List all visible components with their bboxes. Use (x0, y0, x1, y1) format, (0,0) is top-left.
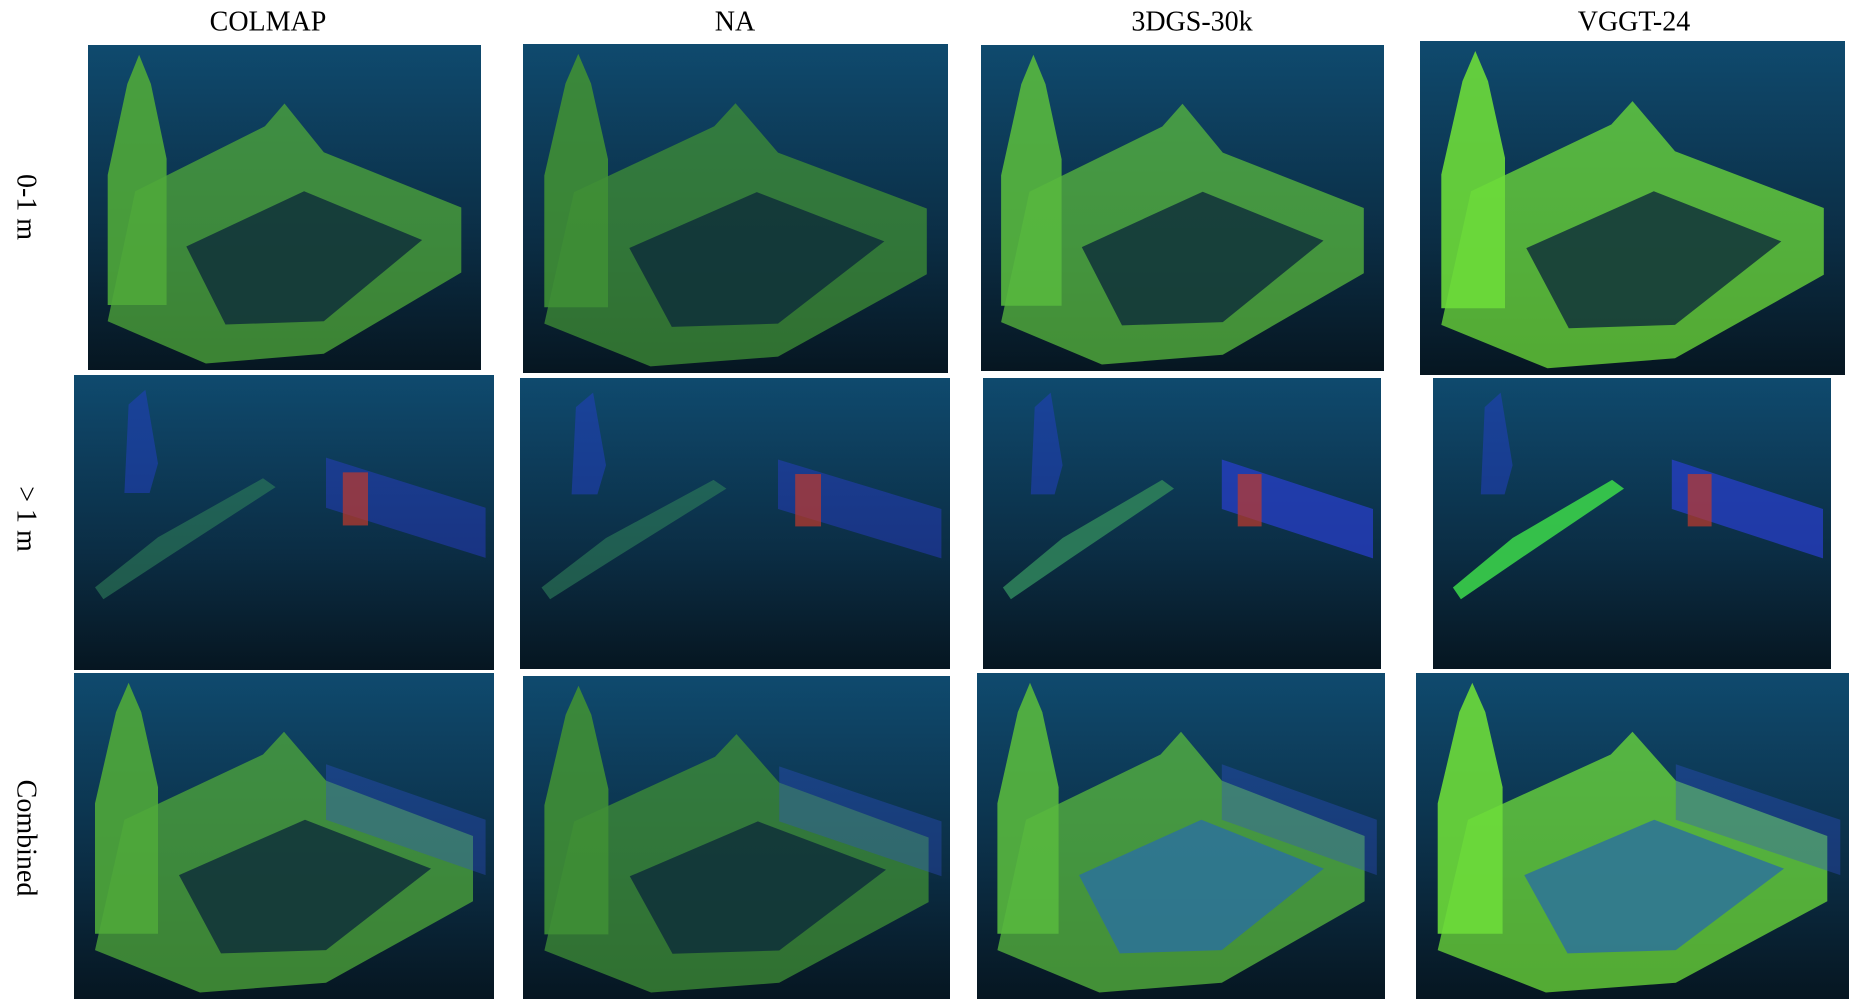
column-header: NA (715, 6, 756, 37)
error-hotspot (1688, 474, 1712, 526)
point-cloud-panel (74, 375, 494, 670)
row-label: 0-1 m (11, 174, 42, 240)
column-header: COLMAP (210, 6, 327, 37)
point-cloud-panel (88, 45, 481, 370)
panel-grid (74, 41, 1849, 999)
point-cloud-panel (977, 673, 1385, 999)
point-cloud-panel (1416, 673, 1849, 999)
point-cloud-panel (74, 673, 494, 999)
point-cloud-panel (1420, 41, 1845, 375)
point-cloud-panel (1433, 378, 1831, 669)
row-label: > 1 m (11, 486, 42, 552)
error-hotspot (343, 472, 368, 525)
point-cloud-panel (981, 45, 1384, 371)
column-header: 3DGS-30k (1131, 6, 1252, 37)
point-cloud-panel (983, 378, 1381, 669)
figure: COLMAP NA 3DGS-30k VGGT-24 0-1 m > 1 m Combine… (0, 0, 1850, 999)
row-label: Combined (11, 780, 42, 897)
error-hotspot (1238, 474, 1262, 526)
error-hotspot (795, 474, 821, 526)
point-cloud-panel (520, 378, 950, 669)
point-cloud-panel (523, 44, 948, 373)
column-header: VGGT-24 (1578, 6, 1691, 37)
point-cloud-panel (523, 676, 950, 999)
